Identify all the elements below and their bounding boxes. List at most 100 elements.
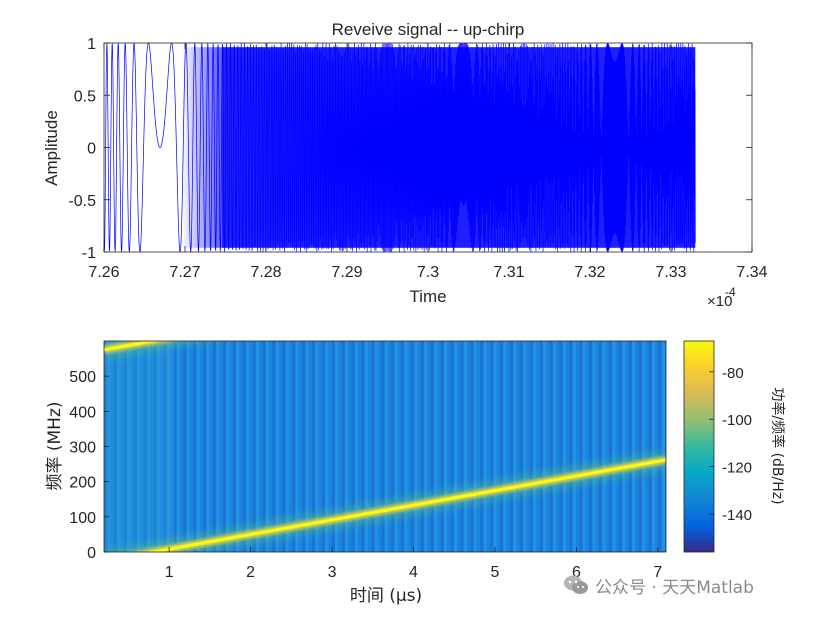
spectrogram-stripe: [559, 341, 563, 552]
wechat-icon: [564, 575, 588, 594]
spectrogram-stripe: [542, 341, 547, 552]
spectrogram-stripe: [602, 341, 606, 552]
top-signal-ramp: [207, 47, 209, 248]
top-signal-ramp: [209, 47, 211, 248]
spectrogram-stripe: [582, 341, 586, 552]
bottom-y-tick-label: 0: [87, 545, 96, 562]
spectrogram-stripe: [137, 341, 141, 552]
spectrogram-stripe: [259, 341, 263, 552]
colorbar-gradient: [683, 340, 715, 553]
top-signal-ramp: [205, 47, 207, 248]
top-chart-title: Reveive signal -- up-chirp: [332, 20, 525, 39]
spectrogram-stripe: [315, 341, 319, 552]
top-x-tick-label: 7.34: [736, 264, 767, 281]
spectrogram-stripe: [655, 341, 659, 552]
spectrogram-stripe: [651, 341, 656, 552]
spectrogram-stripe: [658, 341, 662, 552]
spectrogram-stripe: [437, 341, 441, 552]
spectrogram-stripe: [585, 341, 590, 552]
top-signal-ramp: [197, 47, 199, 248]
spectrogram-stripe: [463, 341, 467, 552]
spectrogram-stripe: [292, 341, 296, 552]
spectrogram-stripe: [196, 341, 200, 552]
top-signal-ramp: [193, 47, 195, 248]
top-signal-ramp: [221, 47, 223, 248]
spectrogram-stripe: [384, 341, 388, 552]
spectrogram-stripe: [420, 341, 425, 552]
top-signal-group: [104, 43, 696, 252]
spectrogram-stripe: [632, 341, 636, 552]
spectrogram-stripe: [608, 341, 613, 552]
top-signal-ramp: [183, 47, 184, 248]
spectrogram-stripe: [127, 341, 131, 552]
bottom-x-axis-label: 时间 (μs): [350, 586, 422, 606]
spectrogram-stripe: [186, 341, 190, 552]
spectrogram-chirp-core: [144, 458, 666, 552]
spectrogram-stripe: [222, 341, 227, 552]
bottom-y-tick-label: 500: [69, 369, 96, 386]
top-x-ticks: 7.26 7.27 7.28 7.29 7.3 7.31 7.32 7.33 7.34: [88, 43, 768, 281]
watermark: 公众号 · 天天Matlab: [563, 570, 754, 600]
spectrogram-stripe: [156, 341, 161, 552]
spectrogram-stripe: [308, 341, 312, 552]
spectrogram-stripe: [193, 341, 197, 552]
spectrogram-stripe: [513, 341, 517, 552]
spectrogram-stripe: [176, 341, 180, 552]
spectrogram-stripe: [113, 341, 118, 552]
bottom-y-tick-label: 400: [69, 404, 96, 421]
spectrogram-stripe: [605, 341, 609, 552]
top-signal-ramp: [204, 47, 206, 248]
spectrogram-stripe: [404, 341, 408, 552]
top-x-tick-label: 7.27: [169, 264, 200, 281]
spectrogram-stripe: [278, 341, 283, 552]
top-signal-ramp: [192, 47, 194, 248]
colorbar-ticks: -80 -100 -120 -140: [709, 365, 752, 524]
top-signal-ramp: [200, 47, 202, 248]
top-signal-ramp: [203, 47, 205, 248]
spectrogram-stripe: [539, 341, 543, 552]
spectrogram-stripe: [252, 341, 256, 552]
spectrogram-stripe: [199, 341, 203, 552]
bottom-chart: 1 2 3 4 5 6 7 500 400 300 200 100 0 时间 (μs) 频率 (MHz…: [45, 340, 667, 606]
spectrogram-stripe: [625, 341, 629, 552]
top-x-tick-label: 7.26: [88, 264, 119, 281]
spectrogram-stripe: [440, 341, 444, 552]
spectrogram-stripe: [641, 341, 646, 552]
spectrogram-stripe: [615, 341, 619, 552]
spectrogram-stripe: [523, 341, 527, 552]
top-signal-ramp: [206, 47, 208, 248]
top-signal-ramp: [213, 47, 215, 248]
spectrogram-stripe: [120, 341, 124, 552]
spectrogram-stripe: [638, 341, 642, 552]
spectrogram-stripe: [123, 341, 128, 552]
spectrogram-stripe: [110, 341, 114, 552]
spectrogram-stripe: [387, 341, 392, 552]
spectrogram-stripe: [572, 341, 576, 552]
bottom-x-tick-label: 6: [572, 564, 581, 581]
spectrogram-stripes: [104, 341, 666, 552]
spectrogram-stripe: [450, 341, 454, 552]
spectrogram-stripe: [473, 341, 477, 552]
spectrogram-stripe: [493, 341, 497, 552]
bottom-x-tick-label: 5: [491, 564, 500, 581]
spectrogram-stripe: [305, 341, 309, 552]
spectrogram-stripe: [146, 341, 151, 552]
spectrogram-stripe: [249, 341, 253, 552]
spectrogram-stripe: [351, 341, 355, 552]
spectrogram-stripe: [467, 341, 471, 552]
spectrogram-stripe: [358, 341, 362, 552]
spectrogram-stripe: [298, 341, 302, 552]
top-signal-ramp: [186, 47, 188, 248]
spectrogram-stripe: [321, 341, 326, 552]
spectrogram-left-tint: [104, 341, 174, 552]
bottom-x-tick-label: 7: [653, 564, 662, 581]
colorbar-tick-label: -120: [722, 460, 752, 477]
watermark-text: 公众号 · 天天Matlab: [595, 577, 754, 598]
bottom-x-tick-label: 1: [165, 564, 174, 581]
spectrogram-stripe: [628, 341, 632, 552]
spectrogram-stripe: [490, 341, 494, 552]
spectrogram-stripe: [427, 341, 431, 552]
bottom-x-tick-label: 4: [409, 564, 418, 581]
top-signal-ramp: [187, 47, 189, 248]
spectrogram-stripe: [153, 341, 157, 552]
